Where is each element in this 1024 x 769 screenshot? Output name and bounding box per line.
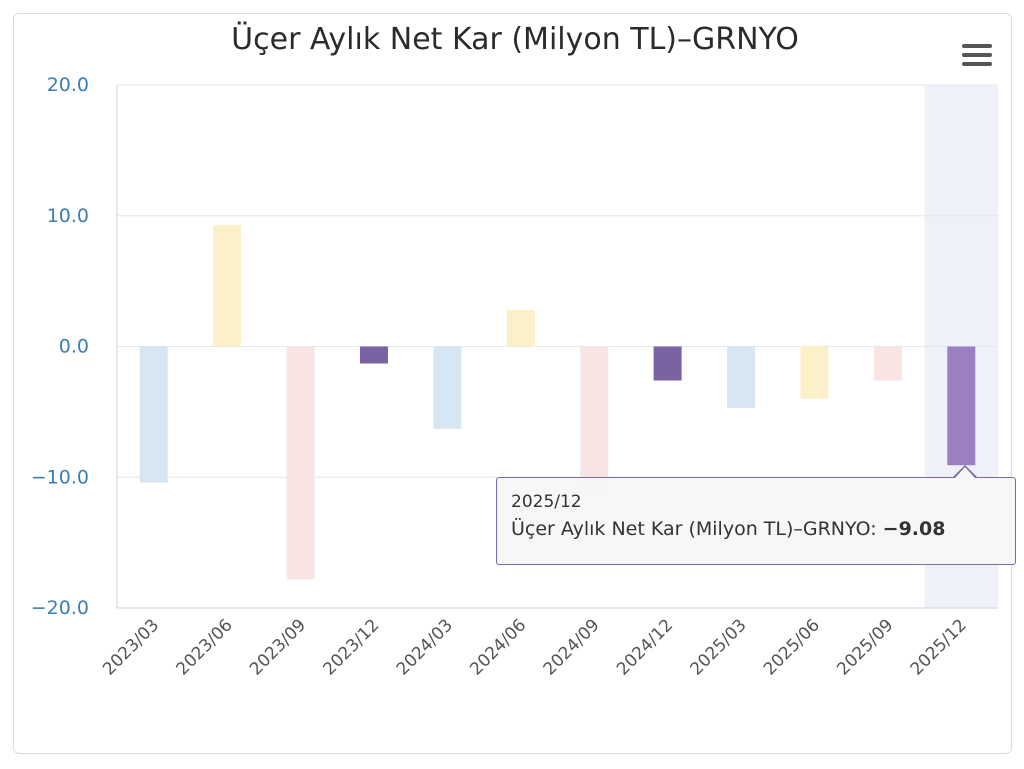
bar (580, 346, 609, 491)
chart-title: Üçer Aylık Net Kar (Milyon TL)–GRNYO (231, 22, 799, 57)
tooltip-arrow-inner (955, 467, 975, 478)
x-tick-label: 2024/06 (466, 615, 530, 679)
x-tick-label: 2024/03 (393, 615, 457, 679)
bar (359, 346, 388, 364)
chart-card (13, 13, 1012, 754)
bar (286, 346, 315, 580)
hamburger-menu-icon[interactable] (962, 44, 992, 68)
tooltip: 2025/12 Üçer Aylık Net Kar (Milyon TL)–G… (496, 477, 1016, 565)
x-tick-label: 2023/06 (173, 615, 237, 679)
bar (873, 346, 902, 381)
x-tick-label: 2025/03 (686, 615, 750, 679)
bar (139, 346, 168, 483)
tooltip-series-row: Üçer Aylık Net Kar (Milyon TL)–GRNYO: −9… (511, 518, 1001, 540)
x-tick-label: 2023/09 (246, 615, 310, 679)
y-tick-label: 10.0 (47, 205, 89, 227)
bar (506, 309, 535, 347)
y-tick-label: 0.0 (59, 336, 89, 358)
tooltip-value: −9.08 (882, 518, 946, 540)
x-tick-label: 2023/12 (319, 615, 383, 679)
x-tick-label: 2025/06 (760, 615, 824, 679)
bar (653, 346, 682, 381)
x-tick-label: 2025/09 (833, 615, 897, 679)
tooltip-category: 2025/12 (511, 492, 582, 512)
x-tick-label: 2024/12 (613, 615, 677, 679)
y-tick-label: −10.0 (31, 466, 89, 488)
bar (727, 346, 756, 408)
y-tick-label: −20.0 (31, 597, 89, 619)
x-tick-label: 2023/03 (99, 615, 163, 679)
x-tick-label: 2024/09 (540, 615, 604, 679)
y-tick-label: 20.0 (47, 74, 89, 96)
bar (800, 346, 829, 399)
bar (947, 346, 976, 466)
bar (433, 346, 462, 429)
bar (213, 224, 242, 347)
x-tick-label: 2025/12 (907, 615, 971, 679)
tooltip-series-label: Üçer Aylık Net Kar (Milyon TL)–GRNYO: (511, 518, 877, 540)
